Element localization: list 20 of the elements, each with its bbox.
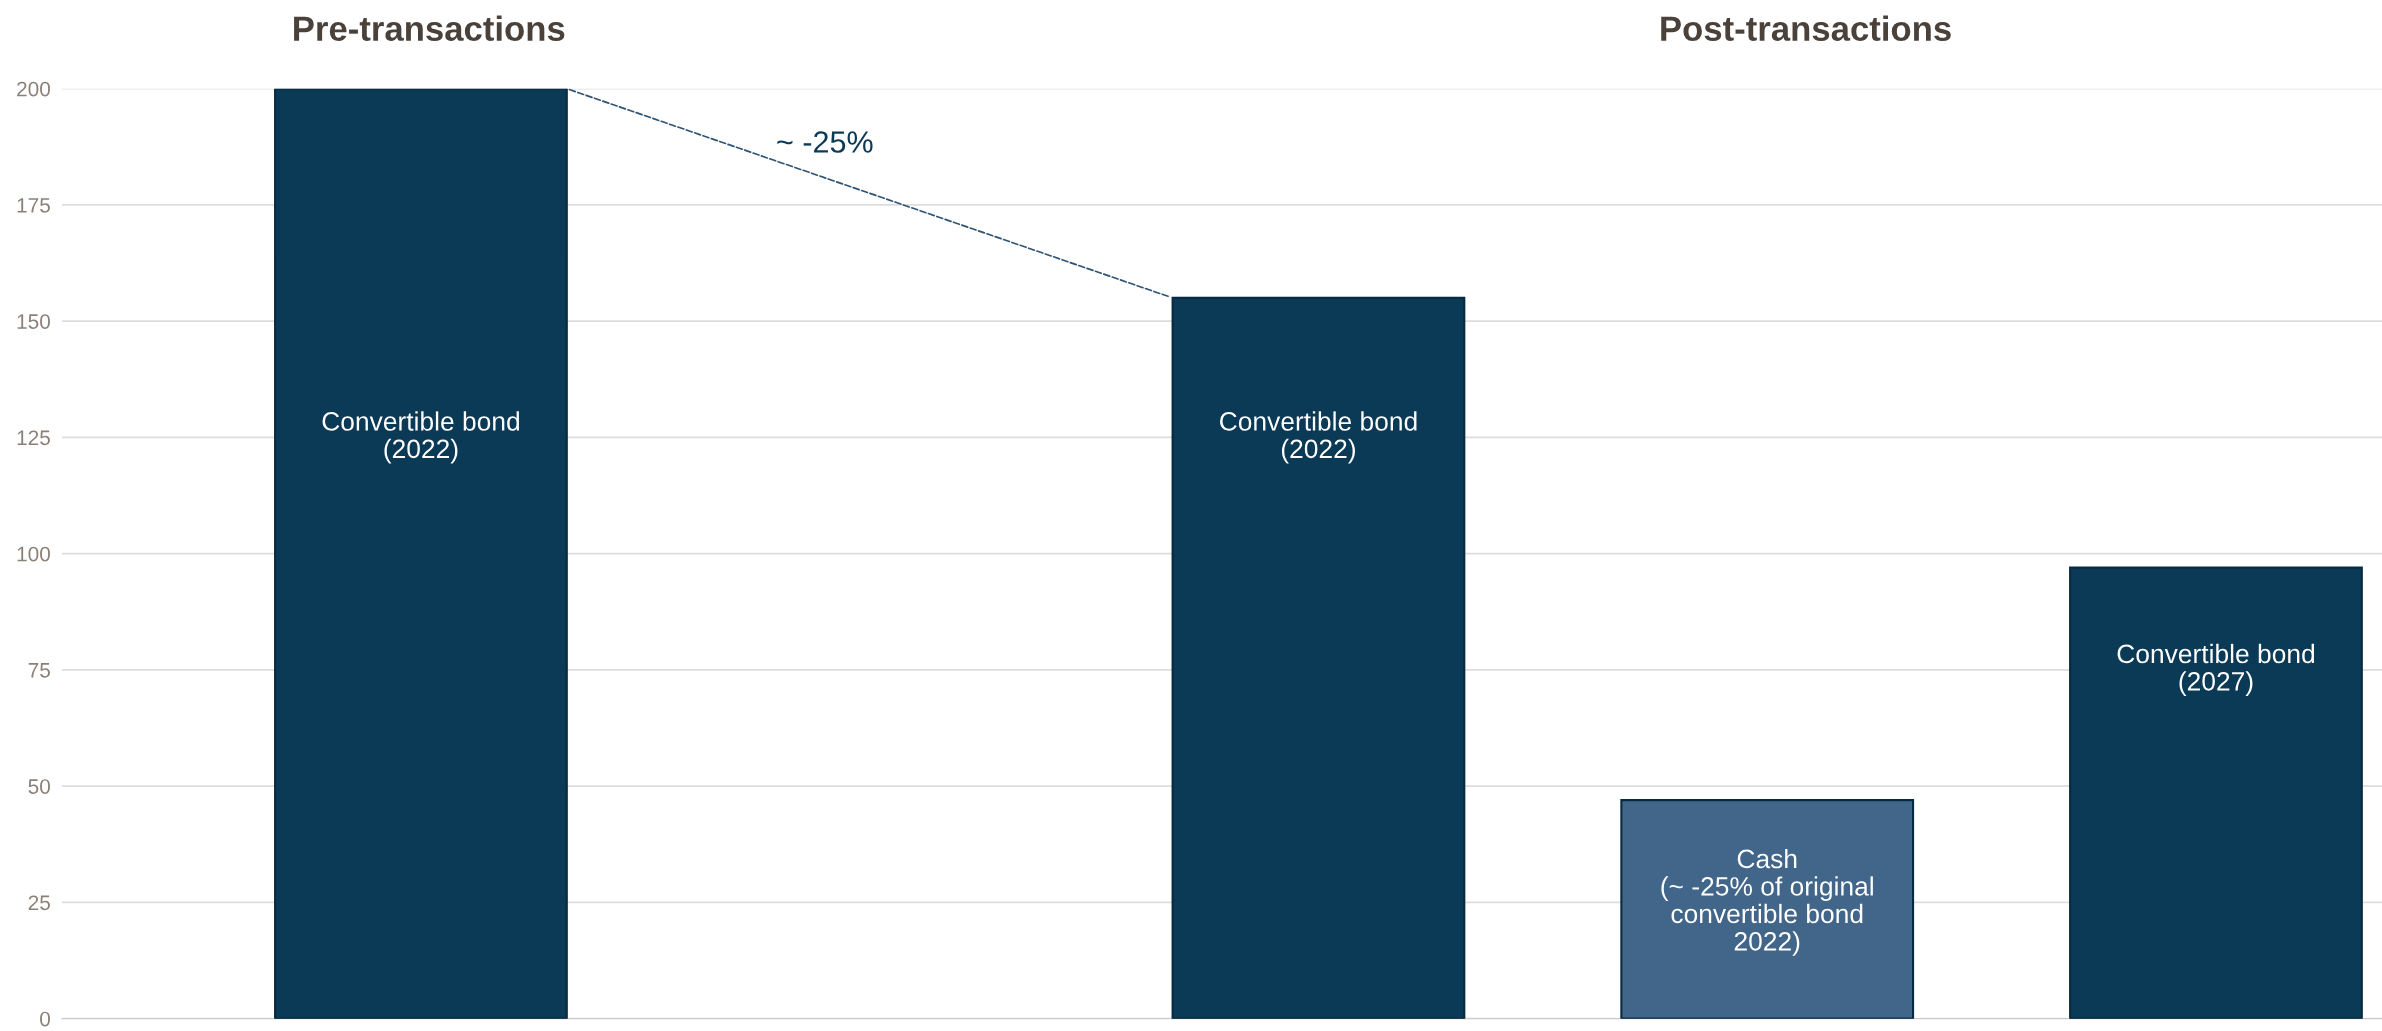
bar	[274, 88, 568, 1019]
bar	[1620, 799, 1915, 1019]
x-tick-label: Cash (~ -25% of original convertible bond 2022)	[1661, 848, 1873, 956]
y-tick-label: 150	[17, 314, 51, 329]
y-tick-label: 0	[40, 1011, 51, 1027]
y-tick-label: 50	[28, 779, 51, 794]
annotation: ~ -25%	[777, 131, 873, 153]
bar	[1171, 296, 1466, 1019]
y-tick-label: 100	[17, 546, 51, 562]
y-tick-label: 25	[28, 895, 50, 911]
x-tick-label: Convertible bond (2027)	[2117, 643, 2315, 696]
y-tick-label: 125	[17, 430, 50, 446]
text: Post-transactions	[1661, 15, 1951, 41]
x-tick-label: Convertible bond (2022)	[1220, 411, 1417, 464]
y-tick-label: 200	[17, 81, 51, 97]
bar	[2069, 566, 2363, 1019]
y-tick-label: 75	[28, 663, 50, 678]
y-tick-label: 175	[17, 198, 50, 213]
x-tick-label: Convertible bond (2022)	[322, 411, 519, 464]
text: Pre-transactions	[294, 15, 565, 41]
